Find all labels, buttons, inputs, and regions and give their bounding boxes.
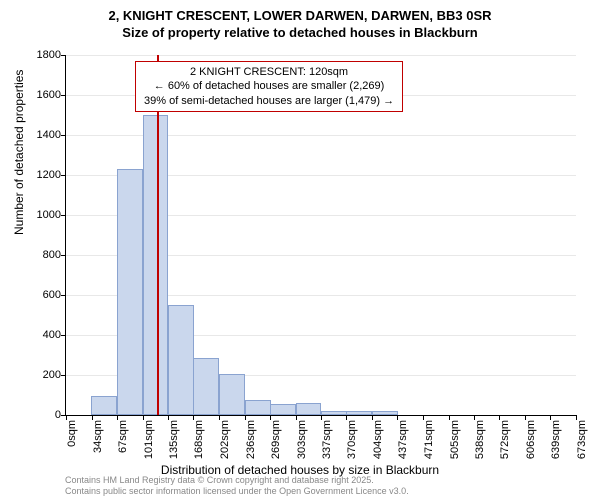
xtick-label: 673sqm	[576, 420, 588, 459]
xtick-label: 135sqm	[168, 420, 180, 459]
annotation-line3: 39% of semi-detached houses are larger (…	[144, 94, 394, 108]
chart-title: 2, KNIGHT CRESCENT, LOWER DARWEN, DARWEN…	[0, 0, 600, 42]
xtick-label: 471sqm	[423, 420, 435, 459]
gridline	[66, 55, 576, 56]
xtick-mark	[346, 415, 347, 420]
footer-line1: Contains HM Land Registry data © Crown c…	[65, 475, 409, 486]
ytick-mark	[61, 95, 66, 96]
xtick-mark	[321, 415, 322, 420]
xtick-label: 269sqm	[270, 420, 282, 459]
ytick-mark	[61, 335, 66, 336]
histogram-bar	[372, 411, 398, 415]
xtick-mark	[499, 415, 500, 420]
histogram-bar	[346, 411, 372, 415]
ytick-label: 800	[21, 249, 61, 261]
xtick-mark	[525, 415, 526, 420]
histogram-bar	[143, 115, 169, 415]
histogram-bar	[245, 400, 271, 415]
ytick-mark	[61, 215, 66, 216]
annotation-line1: 2 KNIGHT CRESCENT: 120sqm	[144, 65, 394, 79]
xtick-label: 168sqm	[193, 420, 205, 459]
ytick-label: 1200	[21, 169, 61, 181]
xtick-label: 572sqm	[499, 420, 511, 459]
xtick-mark	[193, 415, 194, 420]
xtick-label: 202sqm	[219, 420, 231, 459]
histogram-bar	[321, 411, 347, 415]
xtick-mark	[245, 415, 246, 420]
ytick-mark	[61, 255, 66, 256]
ytick-label: 1400	[21, 129, 61, 141]
ytick-mark	[61, 175, 66, 176]
xtick-label: 437sqm	[397, 420, 409, 459]
title-line1: 2, KNIGHT CRESCENT, LOWER DARWEN, DARWEN…	[0, 8, 600, 25]
histogram-bar	[117, 169, 143, 415]
xtick-label: 505sqm	[449, 420, 461, 459]
footer-line2: Contains public sector information licen…	[65, 486, 409, 497]
xtick-label: 67sqm	[117, 420, 129, 453]
histogram-bar	[168, 305, 194, 415]
xtick-label: 639sqm	[550, 420, 562, 459]
histogram-bar	[219, 374, 245, 415]
xtick-label: 538sqm	[474, 420, 486, 459]
histogram-bar	[91, 396, 117, 415]
xtick-mark	[168, 415, 169, 420]
annotation-line2: ← 60% of detached houses are smaller (2,…	[144, 79, 394, 93]
xtick-mark	[117, 415, 118, 420]
footer: Contains HM Land Registry data © Crown c…	[65, 475, 409, 497]
ytick-mark	[61, 295, 66, 296]
xtick-mark	[372, 415, 373, 420]
annotation-box: 2 KNIGHT CRESCENT: 120sqm ← 60% of detac…	[135, 61, 403, 112]
ytick-label: 0	[21, 409, 61, 421]
xtick-label: 606sqm	[525, 420, 537, 459]
ytick-label: 400	[21, 329, 61, 341]
histogram-bar	[270, 404, 296, 415]
xtick-label: 0sqm	[66, 420, 78, 447]
xtick-mark	[143, 415, 144, 420]
y-axis-label: Number of detached properties	[12, 70, 26, 235]
xtick-mark	[449, 415, 450, 420]
ytick-label: 600	[21, 289, 61, 301]
ytick-label: 200	[21, 369, 61, 381]
xtick-mark	[92, 415, 93, 420]
ytick-mark	[61, 135, 66, 136]
xtick-mark	[270, 415, 271, 420]
xtick-label: 303sqm	[296, 420, 308, 459]
xtick-mark	[397, 415, 398, 420]
xtick-mark	[576, 415, 577, 420]
xtick-label: 337sqm	[321, 420, 333, 459]
ytick-mark	[61, 55, 66, 56]
xtick-label: 34sqm	[92, 420, 104, 453]
ytick-label: 1000	[21, 209, 61, 221]
xtick-mark	[474, 415, 475, 420]
chart-area: 0200400600800100012001400160018000sqm34s…	[65, 55, 575, 415]
xtick-label: 370sqm	[346, 420, 358, 459]
xtick-mark	[296, 415, 297, 420]
xtick-mark	[219, 415, 220, 420]
xtick-label: 101sqm	[143, 420, 155, 459]
xtick-label: 404sqm	[372, 420, 384, 459]
ytick-label: 1800	[21, 49, 61, 61]
xtick-mark	[423, 415, 424, 420]
xtick-mark	[66, 415, 67, 420]
title-line2: Size of property relative to detached ho…	[0, 25, 600, 42]
xtick-mark	[550, 415, 551, 420]
histogram-bar	[296, 403, 322, 415]
xtick-label: 236sqm	[245, 420, 257, 459]
ytick-mark	[61, 375, 66, 376]
histogram-bar	[193, 358, 219, 415]
ytick-label: 1600	[21, 89, 61, 101]
